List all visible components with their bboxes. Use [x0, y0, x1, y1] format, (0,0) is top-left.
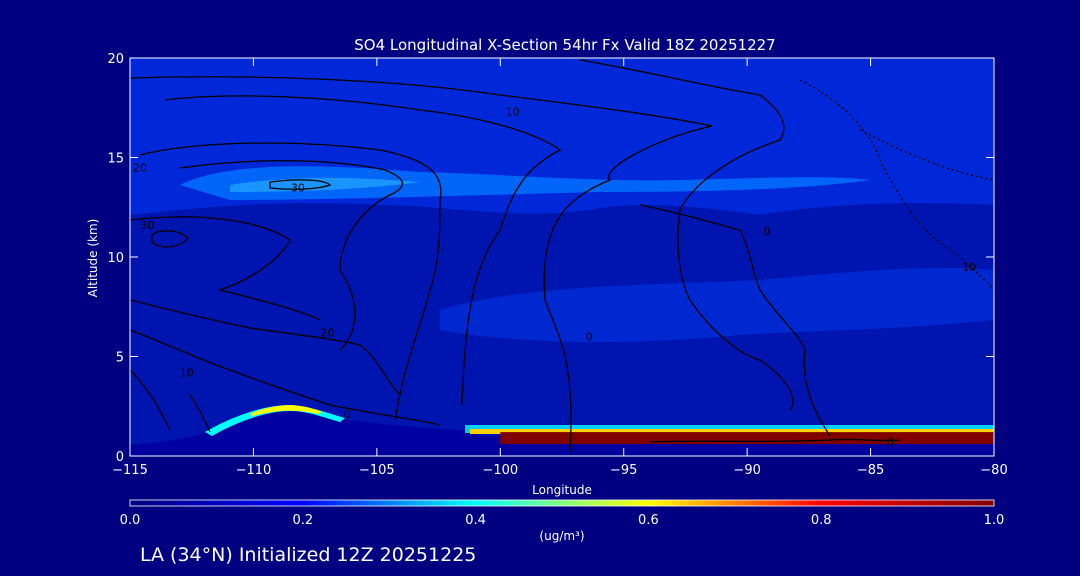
colorbar-tick-label: 0.2 [292, 513, 313, 528]
field-band [500, 432, 994, 445]
x-axis-label: Longitude [532, 483, 592, 497]
contour-label: 20 [133, 161, 147, 174]
contour-label: 0 [586, 331, 593, 344]
contour-line [269, 179, 332, 190]
contour-label: 30 [140, 219, 154, 232]
contour-label: 0 [887, 436, 894, 449]
contour-label: 10 [506, 106, 520, 119]
x-tick-label: −95 [610, 463, 637, 478]
concentration-field [130, 166, 994, 456]
x-tick-label: −90 [733, 463, 760, 478]
colorbar-unit-label: (ug/m³) [539, 529, 584, 543]
y-tick-label: 0 [116, 450, 124, 465]
colorbar [129, 499, 995, 507]
upper-cyan-core [180, 166, 870, 200]
x-tick-label: −105 [359, 463, 395, 478]
colorbar-tick-label: 0.8 [811, 513, 832, 528]
y-tick-label: 15 [107, 152, 124, 167]
colorbar-tick-label: 0.4 [465, 513, 486, 528]
footer-caption: LA (34°N) Initialized 12Z 20251225 [140, 544, 476, 566]
contour-line [130, 369, 171, 431]
terrain-cyan-rim [205, 405, 345, 436]
contour-label: 10 [180, 366, 194, 379]
contour-line [130, 299, 401, 396]
x-tick-label: −80 [980, 463, 1007, 478]
contour-line [639, 204, 831, 437]
x-tick-label: −85 [857, 463, 884, 478]
x-tick-label: −100 [482, 463, 518, 478]
contour-label: 30 [291, 181, 305, 194]
contour-line [649, 438, 901, 443]
chart-title: SO4 Longitudinal X-Section 54hr Fx Valid… [354, 36, 775, 54]
contour-line [799, 79, 994, 291]
contour-line [189, 394, 211, 433]
contour-label: 0 [763, 225, 770, 238]
contour-line [859, 129, 994, 181]
terrain-yellow-core [250, 405, 322, 416]
contour-line [151, 230, 189, 248]
y-tick-label: 10 [107, 251, 124, 266]
contour-label-layer: 10 20 30 30 20 10 0 0 0 0 10 [133, 106, 976, 449]
contour-line [164, 95, 562, 406]
surface-yellow-layer [470, 429, 994, 434]
colorbar-tick-label: 1.0 [984, 513, 1005, 528]
contour-line [179, 160, 404, 351]
mid-band-region [440, 268, 994, 342]
contour-line [139, 142, 442, 421]
y-tick-label: 20 [107, 52, 124, 67]
contour-lines [130, 59, 994, 453]
colorbar-ticks: 0.0 0.2 0.4 0.6 0.8 1.0 [120, 513, 1005, 528]
y-axis-label: Altitude (km) [86, 219, 100, 298]
x-tick-label: −110 [236, 463, 272, 478]
plot-area: 10 20 30 30 20 10 0 0 0 0 10 [129, 57, 995, 457]
contour-line [130, 216, 321, 321]
y-axis: 0 5 10 15 20 [107, 52, 994, 465]
x-axis: −115 −110 −105 −100 −95 −90 −85 −80 [112, 58, 1008, 478]
contour-line [579, 59, 794, 411]
y-tick-label: 5 [116, 351, 124, 366]
contour-line [130, 76, 713, 453]
contour-line [130, 329, 441, 426]
band-layer [500, 432, 994, 445]
contour-label: 10 [962, 261, 976, 274]
contour-label: 20 [320, 327, 334, 340]
x-tick-label: −115 [112, 463, 148, 478]
colorbar-tick-label: 0.0 [120, 513, 141, 528]
contour-label: 0 [344, 408, 351, 421]
colorbar-tick-label: 0.6 [638, 513, 659, 528]
